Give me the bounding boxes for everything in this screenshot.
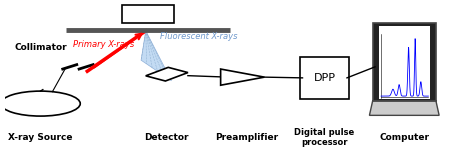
Polygon shape: [220, 69, 264, 85]
Polygon shape: [369, 101, 439, 115]
Text: Sample: Sample: [125, 9, 171, 19]
Text: Detector: Detector: [145, 133, 189, 142]
Polygon shape: [141, 31, 172, 81]
FancyBboxPatch shape: [300, 57, 349, 99]
Text: Collimator: Collimator: [14, 43, 67, 52]
FancyBboxPatch shape: [122, 5, 174, 23]
Text: Preamplifier: Preamplifier: [215, 133, 278, 142]
FancyBboxPatch shape: [373, 24, 436, 101]
Text: Computer: Computer: [379, 133, 429, 142]
Text: X-ray Source: X-ray Source: [8, 133, 73, 142]
Polygon shape: [146, 67, 188, 81]
Text: Fluorescent X-rays: Fluorescent X-rays: [160, 32, 237, 41]
Text: Primary X-rays: Primary X-rays: [73, 40, 135, 49]
FancyBboxPatch shape: [379, 26, 430, 99]
Text: Digital pulse
processor: Digital pulse processor: [294, 128, 355, 147]
Text: DPP: DPP: [313, 73, 336, 83]
